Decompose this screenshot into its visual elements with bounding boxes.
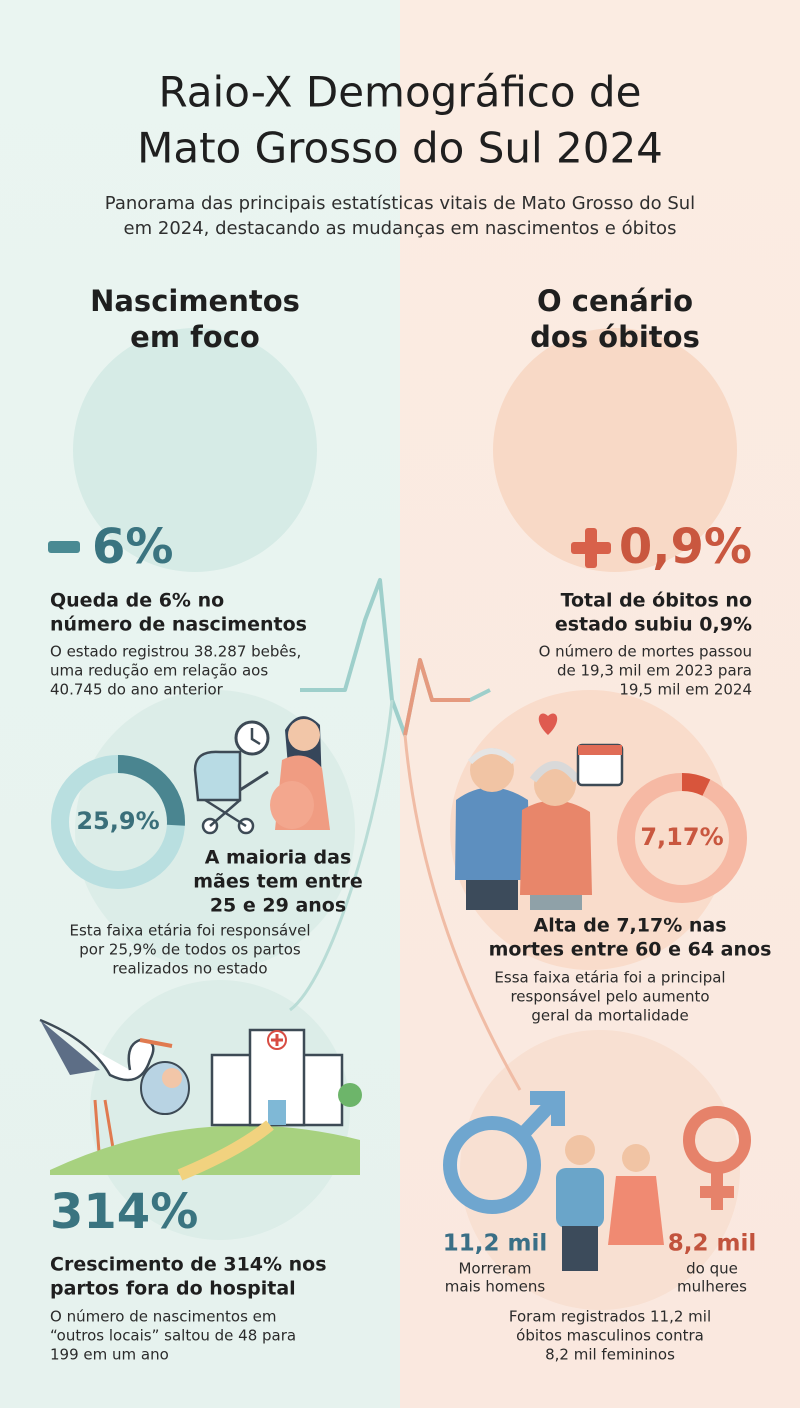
stat-figure: 314%	[50, 1184, 198, 1240]
donut-label: 25,9%	[76, 807, 159, 835]
stat-text: “outros locais” saltou de 48 para	[50, 1327, 296, 1345]
calendar-icon	[576, 743, 624, 787]
section-heading: Nascimentos	[90, 284, 300, 318]
stat-text: 8,2 mil femininos	[545, 1346, 675, 1364]
stat-figure: 0,9%	[619, 519, 752, 575]
clock-icon	[234, 720, 270, 756]
female-symbol	[683, 1106, 751, 1210]
deco-circle	[493, 328, 737, 572]
subtitle: em 2024, destacando as mudanças em nasci…	[124, 218, 677, 239]
stat-text: Foram registrados 11,2 mil	[509, 1308, 711, 1326]
stat-text: de 19,3 mil em 2023 para	[557, 662, 752, 680]
title: Raio-X Demográfico de	[159, 68, 642, 117]
stat-heading: A maioria das	[205, 847, 352, 869]
section-heading: O cenário	[537, 284, 693, 318]
gender-caption: do que	[686, 1260, 738, 1278]
stat-heading: mortes entre 60 e 64 anos	[489, 939, 772, 961]
stork-icon	[39, 1018, 190, 1166]
gender-caption: Morreram	[458, 1260, 531, 1278]
stat-heading: Alta de 7,17% nas	[533, 915, 726, 937]
gender-caption: mais homens	[445, 1278, 546, 1296]
title: Mato Grosso do Sul 2024	[137, 124, 663, 173]
stat-text: geral da mortalidade	[531, 1007, 688, 1025]
stat-heading: mães tem entre	[193, 871, 363, 893]
subtitle: Panorama das principais estatísticas vit…	[105, 193, 695, 214]
stat-heading: partos fora do hospital	[50, 1278, 296, 1300]
stat-heading: 25 e 29 anos	[210, 895, 346, 917]
gender-figure: 11,2 mil	[443, 1231, 548, 1257]
minus-icon	[48, 541, 80, 553]
stat-heading: Queda de 6% no	[50, 590, 224, 612]
stat-text: 40.745 do ano anterior	[50, 681, 224, 699]
stat-heading: Crescimento de 314% nos	[50, 1254, 327, 1276]
connector	[403, 734, 522, 1091]
hospital-icon	[50, 1028, 362, 1181]
stat-text: O número de mortes passou	[539, 643, 752, 661]
stat-text: responsável pelo aumento	[510, 988, 709, 1006]
heart-icon	[538, 713, 558, 735]
donut-label: 7,17%	[640, 823, 723, 851]
stat-text: Essa faixa etária foi a principal	[494, 969, 725, 987]
stat-heading: número de nascimentos	[50, 614, 307, 636]
gender-caption: mulheres	[677, 1278, 747, 1296]
stat-text: O número de nascimentos em	[50, 1308, 277, 1326]
stat-text: 199 em um ano	[50, 1346, 169, 1364]
male-symbol	[443, 1091, 565, 1214]
stat-text: 19,5 mil em 2024	[619, 681, 752, 699]
people-icon	[556, 1135, 664, 1271]
stat-heading: estado subiu 0,9%	[555, 614, 752, 636]
stat-text: uma redução em relação aos	[50, 662, 268, 680]
deco-circle	[73, 328, 317, 572]
connector	[289, 699, 394, 1012]
gender-figure: 8,2 mil	[668, 1231, 757, 1257]
stat-text: O estado registrou 38.287 bebês,	[50, 643, 301, 661]
donut-arc	[617, 773, 747, 903]
elderly-icon	[455, 748, 592, 910]
stat-text: Esta faixa etária foi responsável	[70, 922, 311, 940]
stat-text: óbitos masculinos contra	[516, 1327, 704, 1345]
section-heading: dos óbitos	[530, 320, 700, 354]
stat-figure: 6%	[92, 519, 174, 575]
heartbeat-line	[403, 658, 470, 736]
stat-text: realizados no estado	[112, 960, 267, 978]
donut-arc	[51, 755, 185, 889]
stroller-icon	[193, 750, 269, 835]
plus-icon	[571, 528, 611, 568]
stat-heading: Total de óbitos no	[561, 590, 752, 612]
section-heading: em foco	[130, 320, 260, 354]
mother-icon	[270, 716, 330, 830]
stat-text: por 25,9% de todos os partos	[79, 941, 301, 959]
